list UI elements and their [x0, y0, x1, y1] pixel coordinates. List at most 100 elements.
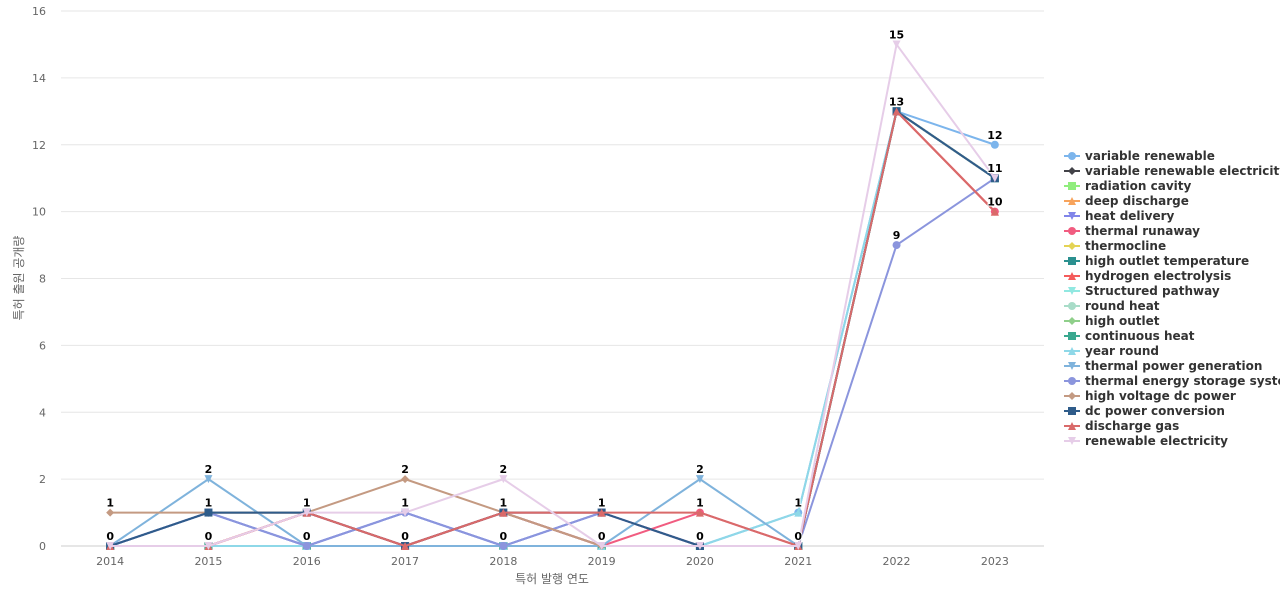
- data-point[interactable]: [499, 508, 508, 517]
- y-axis: 0 2 4 6 8 10 12 14 16: [32, 5, 46, 553]
- data-label: 10: [987, 196, 1003, 209]
- legend-swatch-icon: [1064, 286, 1080, 295]
- x-tick-label: 2019: [588, 555, 616, 568]
- legend-item[interactable]: Structured pathway: [1064, 283, 1280, 298]
- legend-item[interactable]: discharge gas: [1064, 418, 1280, 433]
- data-point[interactable]: [597, 542, 606, 550]
- data-point[interactable]: [302, 508, 311, 517]
- legend-item[interactable]: continuous heat: [1064, 328, 1280, 343]
- legend-swatch-icon: [1064, 376, 1080, 385]
- legend-item[interactable]: deep discharge: [1064, 193, 1280, 208]
- data-point[interactable]: [892, 241, 901, 250]
- data-label: 1: [696, 497, 704, 510]
- data-label: 0: [696, 530, 704, 543]
- series-line: [110, 43, 996, 547]
- legend-item[interactable]: year round: [1064, 343, 1280, 358]
- legend-item[interactable]: heat delivery: [1064, 208, 1280, 223]
- data-label: 0: [401, 530, 409, 543]
- data-point[interactable]: [499, 475, 508, 484]
- legend-item[interactable]: renewable electricity: [1064, 433, 1280, 448]
- series-discharge-gas[interactable]: [106, 107, 999, 550]
- series-heat-delivery[interactable]: [106, 107, 999, 550]
- legend-label: hydrogen electrolysis: [1085, 268, 1232, 283]
- y-tick-label: 14: [32, 72, 46, 85]
- series-line: [110, 110, 996, 547]
- series-thermocline[interactable]: [106, 107, 999, 550]
- series-structured-pathway[interactable]: [106, 107, 999, 550]
- legend-item[interactable]: hydrogen electrolysis: [1064, 268, 1280, 283]
- x-tick-label: 2015: [194, 555, 222, 568]
- legend-label: variable renewable: [1085, 148, 1215, 163]
- legend-label: discharge gas: [1085, 418, 1180, 433]
- data-point[interactable]: [597, 508, 606, 517]
- legend-swatch-icon: [1064, 436, 1080, 445]
- series-high-voltage-dc-power[interactable]: [106, 107, 999, 550]
- series-dc-power-conversion[interactable]: [106, 107, 999, 550]
- data-point[interactable]: [990, 140, 999, 149]
- data-point[interactable]: [892, 107, 901, 116]
- data-point[interactable]: [990, 174, 999, 183]
- data-point[interactable]: [204, 475, 213, 484]
- legend-label: thermocline: [1085, 238, 1167, 253]
- data-point[interactable]: [695, 508, 704, 517]
- y-tick-label: 10: [32, 206, 46, 219]
- legend-swatch-icon: [1064, 271, 1080, 280]
- series-high-outlet-temperature[interactable]: [106, 107, 999, 550]
- y-tick-label: 6: [39, 339, 46, 352]
- data-point[interactable]: [302, 542, 311, 550]
- series-renewable-electricity[interactable]: [106, 40, 999, 550]
- data-point[interactable]: [794, 508, 803, 517]
- data-point[interactable]: [401, 542, 410, 550]
- legend-item[interactable]: radiation cavity: [1064, 178, 1280, 193]
- legend-item[interactable]: thermal power generation: [1064, 358, 1280, 373]
- y-tick-label: 0: [39, 540, 46, 553]
- legend-label: year round: [1085, 343, 1159, 358]
- series-deep-discharge[interactable]: [106, 107, 999, 550]
- legend-swatch-icon: [1064, 391, 1080, 400]
- legend-item[interactable]: high outlet: [1064, 313, 1280, 328]
- series-round-heat[interactable]: [106, 107, 999, 550]
- data-label: 0: [205, 530, 213, 543]
- series-variable-renewable[interactable]: [106, 107, 999, 550]
- series-high-outlet[interactable]: [106, 107, 999, 550]
- data-label: 1: [205, 497, 213, 510]
- data-label: 0: [500, 530, 508, 543]
- data-label: 0: [303, 530, 311, 543]
- legend-item[interactable]: high outlet temperature: [1064, 253, 1280, 268]
- legend-item[interactable]: variable renewable electricity: [1064, 163, 1280, 178]
- data-point[interactable]: [204, 508, 213, 517]
- y-tick-label: 2: [39, 473, 46, 486]
- legend-item[interactable]: high voltage dc power: [1064, 388, 1280, 403]
- series-thermal-runaway[interactable]: [106, 107, 999, 550]
- series-year-round[interactable]: [106, 107, 999, 550]
- data-label: 1: [598, 497, 606, 510]
- legend-swatch-icon: [1064, 166, 1080, 175]
- legend-swatch-icon: [1064, 316, 1080, 325]
- series-thermal-power-generation[interactable]: [106, 107, 999, 550]
- data-point[interactable]: [401, 475, 410, 484]
- series-variable-renewable-electricity[interactable]: [106, 107, 999, 550]
- legend-item[interactable]: thermal runaway: [1064, 223, 1280, 238]
- legend-item[interactable]: thermocline: [1064, 238, 1280, 253]
- data-point[interactable]: [204, 542, 213, 550]
- legend-swatch-icon: [1064, 256, 1080, 265]
- legend-item[interactable]: variable renewable: [1064, 148, 1280, 163]
- data-point[interactable]: [106, 508, 115, 517]
- series-line: [110, 110, 996, 547]
- legend-item[interactable]: dc power conversion: [1064, 403, 1280, 418]
- series-hydrogen-electrolysis[interactable]: [106, 107, 999, 550]
- data-point[interactable]: [892, 40, 901, 49]
- legend-item[interactable]: thermal energy storage system: [1064, 373, 1280, 388]
- series-thermal-energy-storage-system[interactable]: [106, 174, 999, 550]
- data-point[interactable]: [695, 542, 704, 550]
- data-point[interactable]: [794, 542, 803, 550]
- legend-item[interactable]: round heat: [1064, 298, 1280, 313]
- data-point[interactable]: [990, 207, 999, 216]
- data-point[interactable]: [499, 542, 508, 550]
- series-continuous-heat[interactable]: [106, 107, 999, 550]
- data-point[interactable]: [401, 508, 410, 517]
- series-radiation-cavity[interactable]: [106, 107, 999, 550]
- data-point[interactable]: [106, 542, 115, 550]
- data-point[interactable]: [695, 475, 704, 484]
